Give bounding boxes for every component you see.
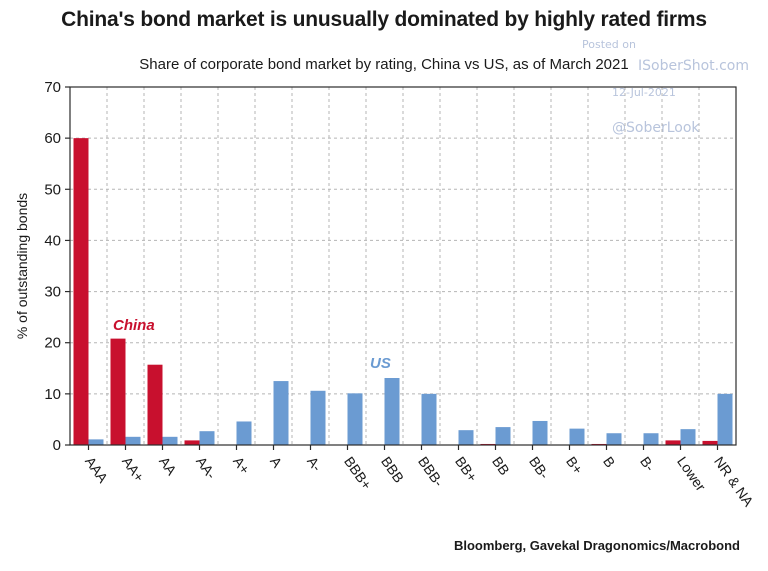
bar-us-a-	[310, 390, 326, 445]
bar-china-aaa	[73, 138, 89, 445]
x-tick-label: BB+	[452, 454, 481, 485]
x-tick-label: Lower	[674, 454, 709, 495]
plot-frame	[69, 86, 737, 446]
watermark-date: 12-Jul-2021	[612, 86, 676, 99]
bar-us-b	[606, 433, 622, 445]
x-tick-label: BB	[489, 454, 513, 478]
annotation-china: China	[113, 317, 155, 334]
y-tick-label: 70	[44, 79, 61, 96]
bar-us-bbb-	[347, 393, 363, 445]
x-tick-label: A-	[304, 454, 325, 475]
x-tick-label: AA-	[193, 454, 220, 483]
chart-subtitle: Share of corporate bond market by rating…	[139, 56, 629, 73]
x-tick-label: BBB	[378, 454, 407, 486]
y-tick-label: 0	[53, 437, 61, 454]
watermark-handle: @SoberLook	[612, 120, 700, 136]
y-tick-label: 10	[44, 386, 61, 403]
bar-us-b-	[569, 428, 585, 445]
bar-us-bb	[495, 427, 511, 445]
chart-title: China's bond market is unusually dominat…	[61, 8, 707, 31]
bar-us-aa	[162, 436, 178, 445]
y-tick-label: 40	[44, 232, 61, 249]
x-tick-label: BB-	[526, 454, 553, 483]
bar-us-a-	[236, 421, 252, 445]
y-tick-label: 60	[44, 130, 61, 147]
x-tick-label: AAA	[82, 454, 112, 487]
y-tick-label: 50	[44, 181, 61, 198]
source-note: Bloomberg, Gavekal Dragonomics/Macrobond	[453, 538, 740, 553]
x-tick-label: B	[600, 454, 618, 471]
bar-china-aa	[147, 364, 163, 445]
bar-china-aa-	[184, 440, 200, 445]
bar-us-lower	[680, 429, 696, 445]
bar-us-bb-	[532, 420, 548, 445]
y-tick-label: 30	[44, 284, 61, 301]
bar-china-aa-	[110, 338, 126, 445]
bar-us-aa-	[199, 431, 215, 445]
bar-us-bbb	[384, 378, 400, 445]
bar-china-nr-na	[702, 440, 718, 445]
bar-us-nr-na	[717, 393, 733, 445]
x-tick-label: A+	[230, 454, 253, 478]
x-tick-label: B-	[637, 454, 658, 475]
x-tick-label: BBB+	[341, 454, 375, 493]
x-tick-label: AA+	[119, 454, 148, 485]
bar-us-b-	[643, 433, 659, 445]
bar-us-aa-	[125, 436, 141, 445]
y-axis-label: % of outstanding bonds	[14, 193, 30, 339]
bar-us-bbb-	[421, 393, 437, 445]
bar-us-a	[273, 381, 289, 445]
annotation-us: US	[370, 355, 391, 372]
bar-us-aaa	[88, 439, 104, 445]
watermark-site: ISoberShot.com	[638, 58, 750, 74]
x-tick-label: A	[267, 454, 286, 471]
bar-china-lower	[665, 440, 681, 445]
x-tick-label: NR & NA	[711, 454, 757, 510]
y-tick-label: 20	[44, 335, 61, 352]
x-tick-label: B+	[563, 454, 586, 478]
bar-us-bb-	[458, 430, 474, 445]
watermark-posted: Posted on	[582, 38, 636, 51]
x-tick-label: AA	[156, 454, 180, 479]
x-tick-label: BBB-	[415, 454, 447, 490]
